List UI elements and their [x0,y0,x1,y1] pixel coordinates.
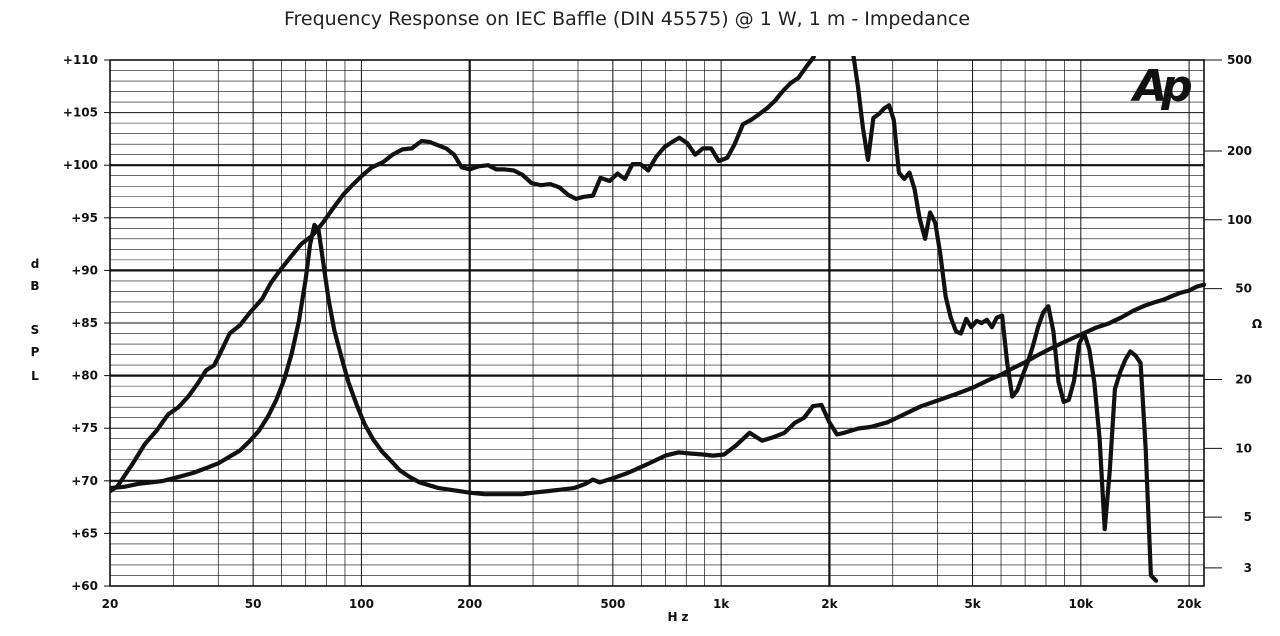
y-left-axis-letter: P [31,345,40,359]
x-tick-label: 10k [1068,597,1094,611]
y-left-tick-label: +70 [71,474,98,488]
x-tick-label: 500 [600,597,625,611]
y-right-tick-label: 5 [1244,510,1252,524]
axis-layer: +110 +105 +100 +95 +90 +85 +80 +75 +70 +65 +60 500 2… [30,53,1262,624]
y-right-tick-label: 100 [1227,213,1252,227]
y-left-tick-label: +85 [71,316,98,330]
y-left-tick-label: +95 [71,211,98,225]
x-tick-label: 5k [964,597,981,611]
spl-line-segment-1 [110,56,816,494]
ap-logo: Ap [1130,61,1197,112]
x-tick-label: 50 [245,597,262,611]
y-left-tick-label: +105 [63,106,98,120]
y-left-tick-label: +90 [71,263,98,277]
x-tick-label: 200 [457,597,482,611]
y-right-tick-label: 500 [1227,53,1252,67]
y-right-tick-label: 200 [1227,144,1252,158]
y-right-tick-label: 50 [1235,282,1252,296]
y-left-tick-label: +100 [63,158,98,172]
x-axis-label: Hz [667,610,692,624]
impedance-line [110,222,1206,497]
chart-title: Frequency Response on IEC Baffle (DIN 45… [283,8,971,30]
y-right-tick-label: 20 [1235,373,1252,387]
x-tick-label: 100 [349,597,374,611]
y-left-tick-label: +80 [71,369,98,383]
spl-line-segment-2 [851,56,1159,583]
y-left-tick-label: +60 [71,579,98,593]
y-right-tick-label: 3 [1244,561,1252,575]
y-left-axis-letter: d [31,257,40,271]
y-left-axis-letter: S [31,323,40,337]
x-tick-label: 20 [102,597,119,611]
x-tick-label: 2k [821,597,838,611]
y-right-tick-label: 10 [1235,441,1252,455]
y-left-tick-label: +65 [71,526,98,540]
y-right-axis-label: Ω [1252,317,1262,331]
grid-layer [109,59,1205,587]
y-left-axis-letter: B [30,279,39,293]
ap-logo-text: Ap [1130,61,1191,112]
y-left-tick-label: +110 [63,53,98,67]
series-layer [110,56,1206,583]
x-tick-label: 20k [1177,597,1203,611]
y-left-tick-label: +75 [71,421,98,435]
x-tick-label: 1k [713,597,730,611]
y-left-axis-letter: L [31,369,39,383]
